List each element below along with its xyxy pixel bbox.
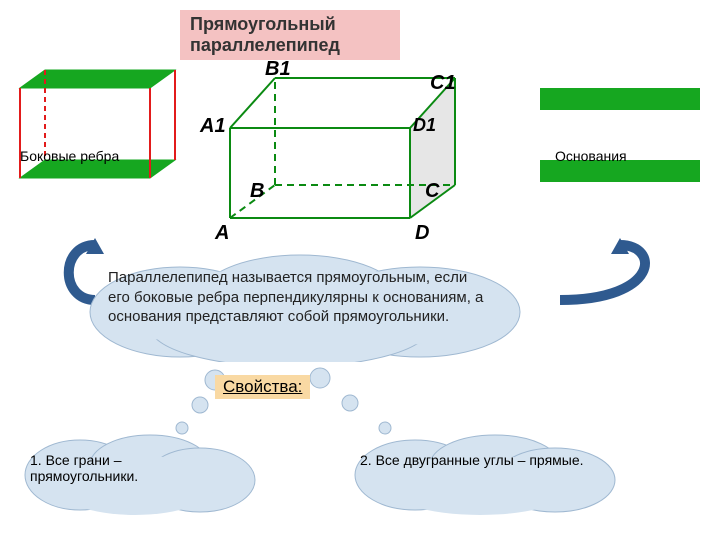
vertex-C1: C1 xyxy=(430,72,456,95)
property-cloud-2 xyxy=(335,430,635,520)
arrow-right xyxy=(560,238,645,300)
property-2-text: 2. Все двугранные углы – прямые. xyxy=(360,452,600,468)
bubble-trail-right xyxy=(310,368,391,434)
vertex-A1: A1 xyxy=(200,115,226,138)
vertex-B: B xyxy=(250,180,264,203)
right-diagram-label: Основания xyxy=(555,148,655,164)
vertex-C: C xyxy=(425,180,439,203)
properties-heading: Свойства: xyxy=(215,375,310,399)
vertex-A: A xyxy=(215,222,229,245)
property-1-text: 1. Все грани – прямоугольники. xyxy=(30,452,230,484)
left-diagram-label: Боковые ребра xyxy=(20,148,119,164)
right-bases xyxy=(540,88,700,182)
vertex-D1: D1 xyxy=(413,115,436,136)
vertex-B1: B1 xyxy=(265,58,291,81)
definition-text: Параллелепипед называется прямоугольным,… xyxy=(108,268,488,327)
vertex-D: D xyxy=(415,222,429,245)
